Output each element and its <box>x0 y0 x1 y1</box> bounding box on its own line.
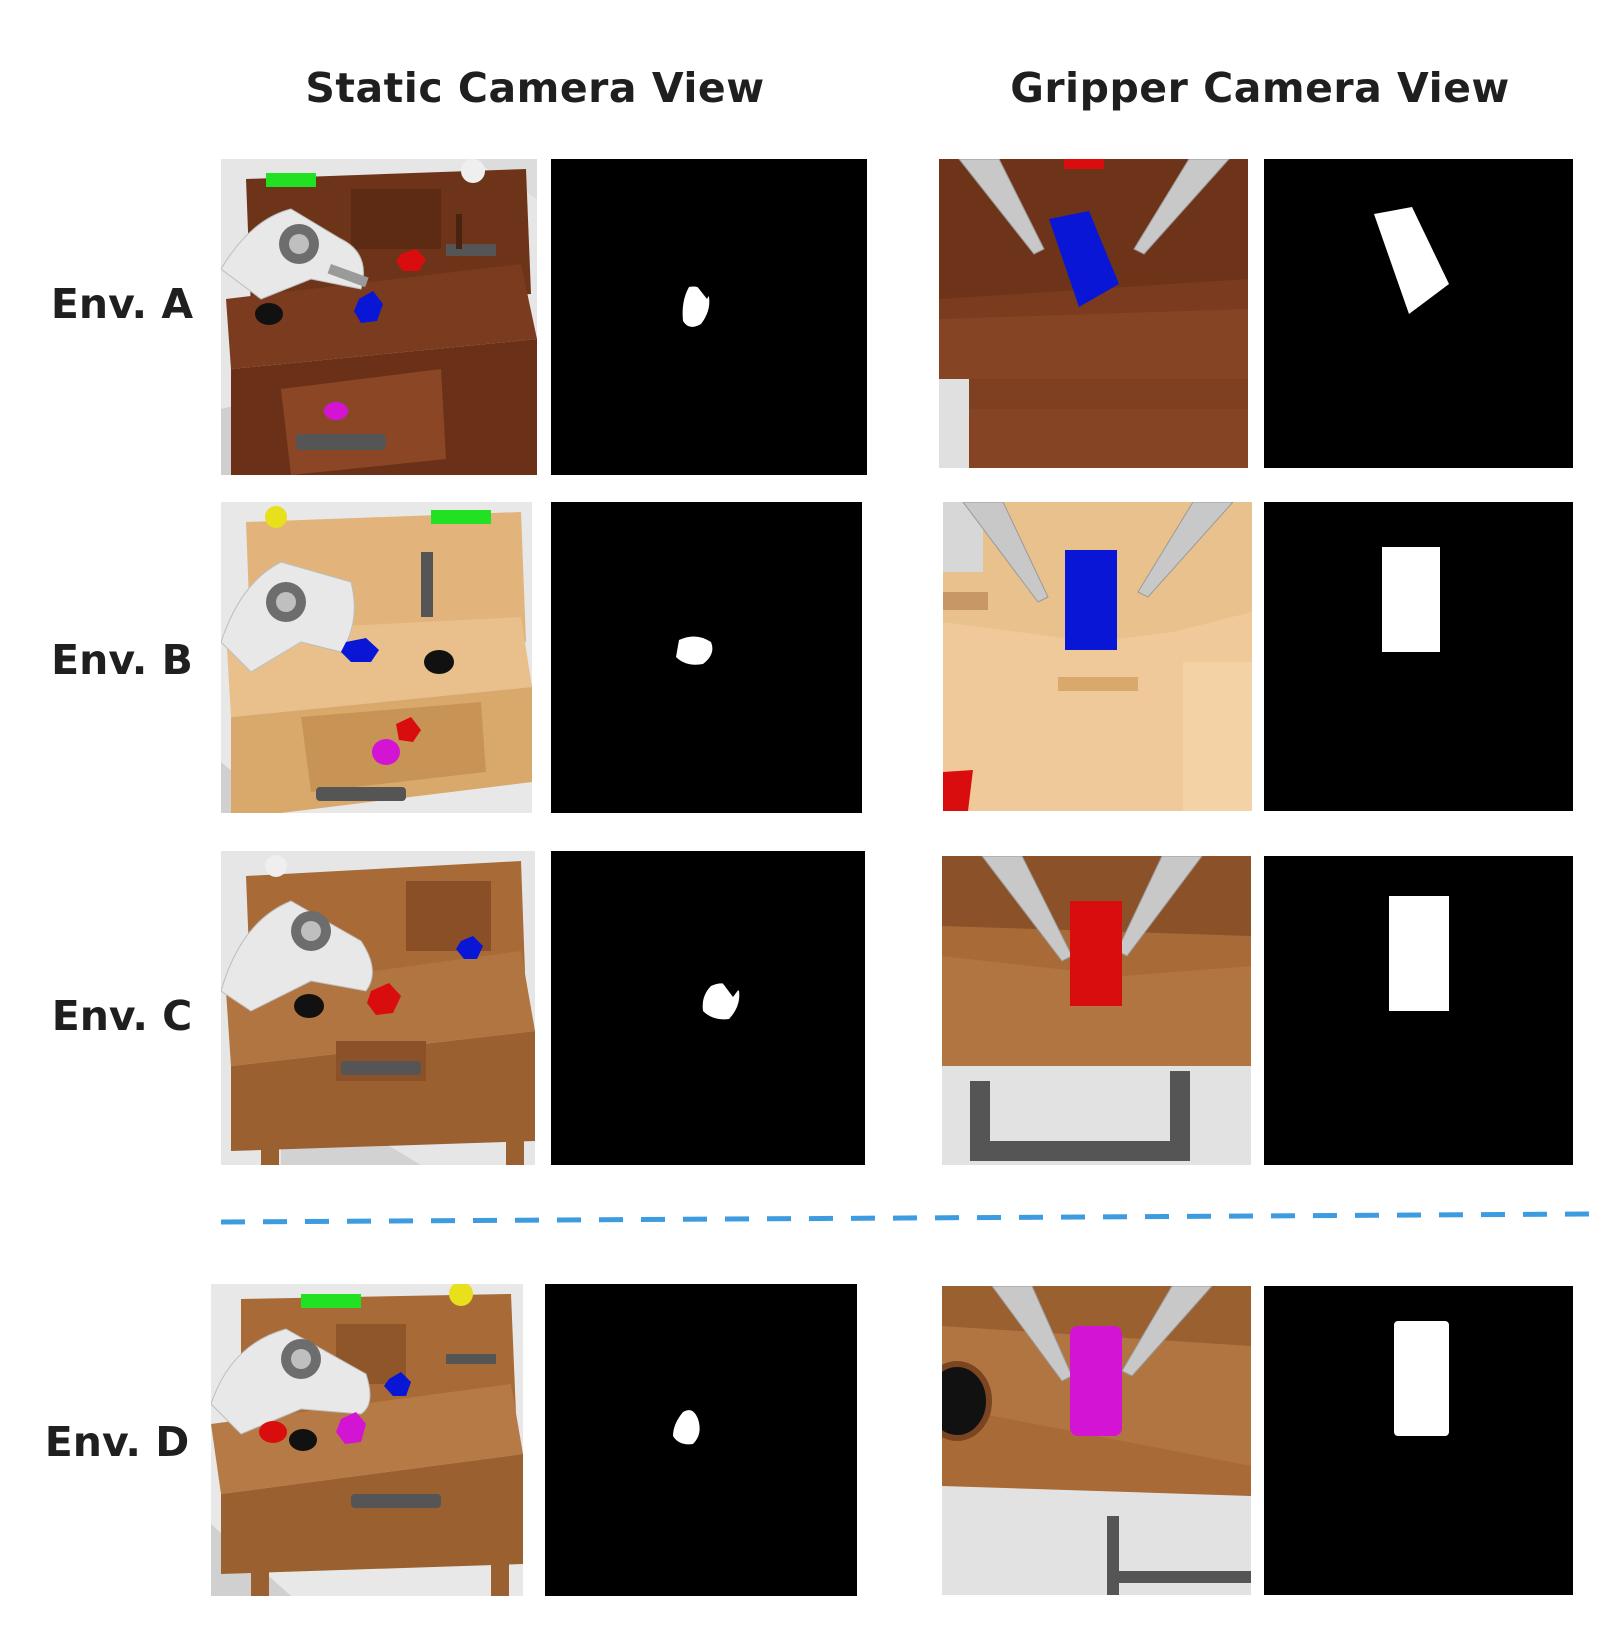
env-b-gripper-image <box>943 502 1252 811</box>
env-b-static-image <box>221 502 532 813</box>
env-c-gripper-image <box>942 856 1251 1165</box>
row-label-env-d: Env. D <box>44 1418 190 1466</box>
row-label-env-c: Env. C <box>51 992 193 1040</box>
env-a-gripper-image <box>939 159 1248 468</box>
env-a-static-mask <box>551 159 867 475</box>
env-d-static-mask <box>545 1284 857 1596</box>
gripper-camera-header: Gripper Camera View <box>1010 64 1510 112</box>
row-label-env-b: Env. B <box>51 636 193 684</box>
env-d-gripper-image <box>942 1286 1251 1595</box>
row-label-env-a: Env. A <box>50 280 194 328</box>
env-b-gripper-mask <box>1264 502 1573 811</box>
env-b-static-mask <box>551 502 862 813</box>
env-a-gripper-mask <box>1264 159 1573 468</box>
env-d-gripper-mask <box>1264 1286 1573 1595</box>
env-c-static-image <box>221 851 535 1165</box>
env-c-gripper-mask <box>1264 856 1573 1165</box>
env-d-static-image <box>211 1284 523 1596</box>
env-a-static-image <box>221 159 537 475</box>
env-c-static-mask <box>551 851 865 1165</box>
static-camera-header: Static Camera View <box>305 64 765 112</box>
